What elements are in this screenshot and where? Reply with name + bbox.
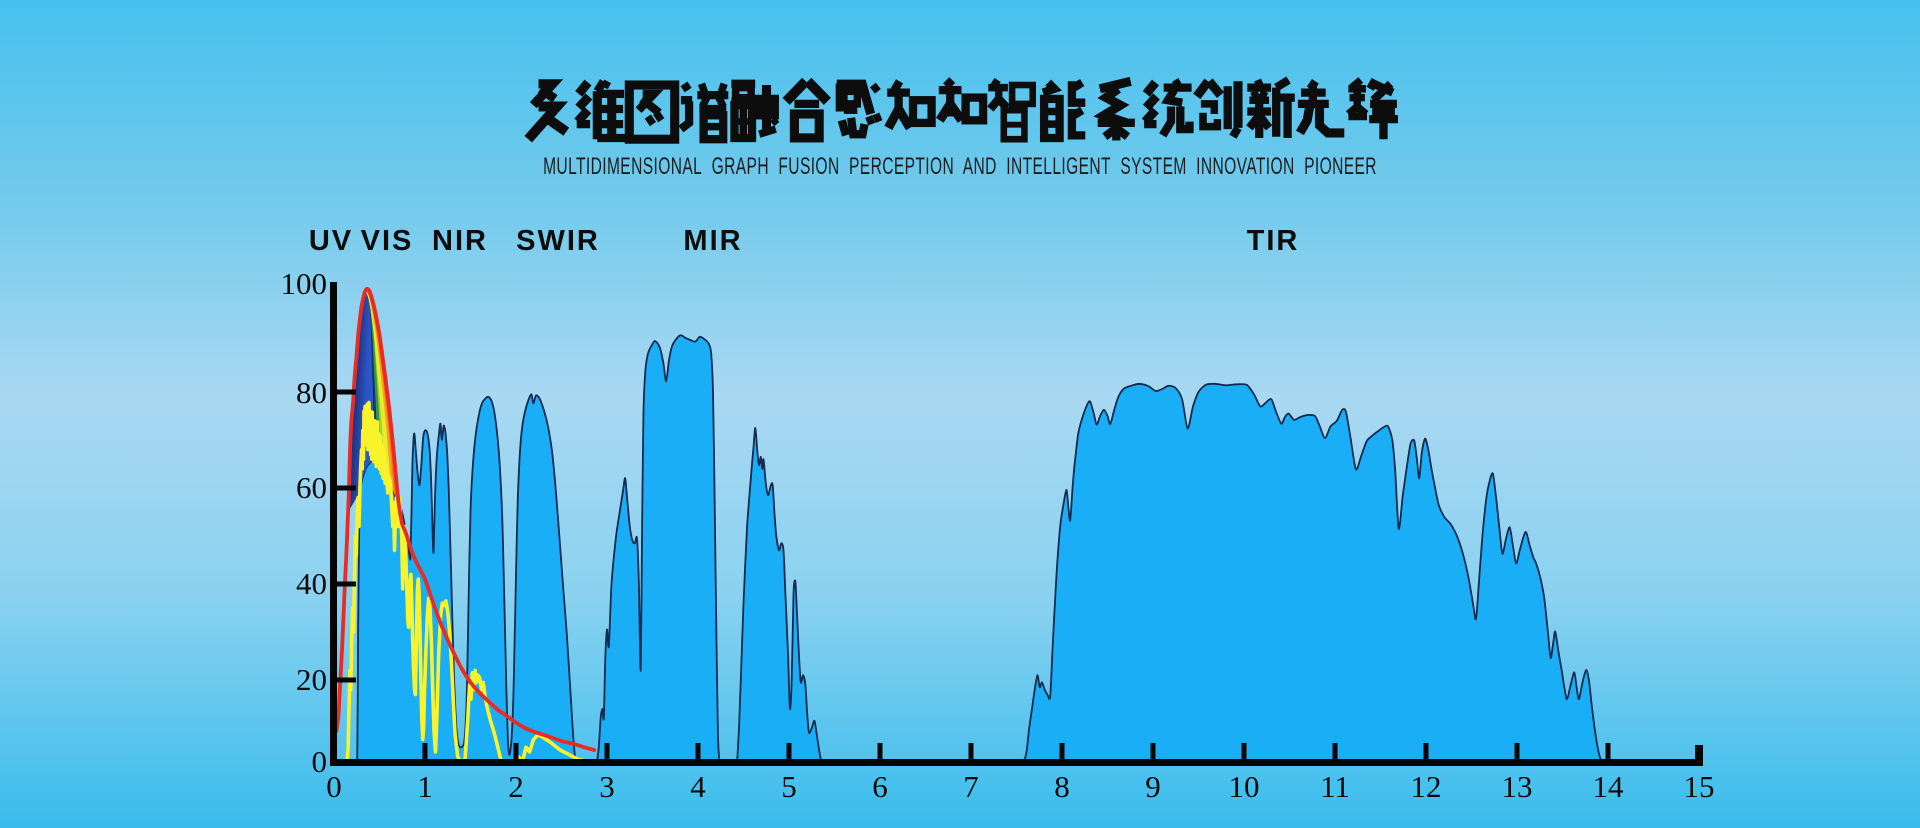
svg-text:8: 8: [1054, 769, 1070, 804]
svg-text:13: 13: [1502, 769, 1533, 804]
svg-text:60: 60: [296, 470, 327, 505]
svg-text:11: 11: [1320, 769, 1350, 804]
svg-text:MIR: MIR: [683, 225, 742, 257]
svg-text:1: 1: [417, 769, 433, 804]
svg-text:40: 40: [296, 566, 327, 601]
svg-text:7: 7: [963, 769, 979, 804]
svg-text:10: 10: [1229, 769, 1260, 804]
svg-text:SWIR: SWIR: [516, 225, 600, 257]
svg-text:14: 14: [1593, 769, 1625, 804]
svg-text:6: 6: [872, 769, 888, 804]
svg-text:UV: UV: [309, 225, 353, 257]
svg-text:9: 9: [1145, 769, 1161, 804]
svg-text:12: 12: [1411, 769, 1442, 804]
svg-text:4: 4: [690, 769, 706, 804]
svg-text:15: 15: [1684, 769, 1715, 804]
svg-text:80: 80: [296, 375, 327, 410]
svg-text:2: 2: [508, 769, 524, 804]
svg-text:3: 3: [599, 769, 615, 804]
svg-text:5: 5: [781, 769, 797, 804]
svg-text:100: 100: [281, 266, 328, 301]
svg-text:VIS: VIS: [361, 225, 414, 257]
svg-text:NIR: NIR: [432, 225, 488, 257]
svg-text:TIR: TIR: [1247, 225, 1300, 257]
svg-text:0: 0: [326, 769, 342, 804]
svg-text:20: 20: [296, 662, 327, 697]
svg-text:0: 0: [312, 744, 328, 779]
